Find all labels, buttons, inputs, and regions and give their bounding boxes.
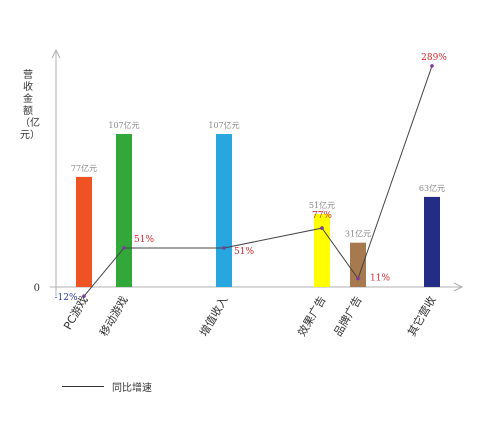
bar <box>76 176 92 287</box>
category-label: 移动游戏 <box>97 294 130 339</box>
y-axis-arrow <box>51 48 61 59</box>
growth-rate-label: -12% <box>54 293 77 303</box>
legend-line-swatch <box>62 386 104 387</box>
bar-value-label: 63亿元 <box>419 183 445 193</box>
x-axis-arrow <box>453 282 464 292</box>
growth-rate-label: 51% <box>234 247 254 257</box>
category-label: 增值收入 <box>196 294 230 339</box>
growth-line <box>83 65 433 297</box>
growth-point <box>122 246 126 250</box>
bar <box>314 214 330 287</box>
growth-rate-label: 11% <box>370 274 390 284</box>
legend-label: 同比增速 <box>112 383 152 394</box>
y-axis-label: 营收金额（亿元） <box>20 70 40 141</box>
category-label: 品牌广告 <box>330 294 364 339</box>
category-label: 效果广告 <box>294 294 328 339</box>
growth-point <box>320 226 324 230</box>
category-label: 其它营收 <box>404 294 438 339</box>
bar <box>116 133 132 287</box>
growth-point <box>430 64 434 68</box>
bar <box>350 242 366 287</box>
bar <box>424 196 440 287</box>
bar-value-label: 31亿元 <box>345 229 371 239</box>
growth-point <box>82 294 86 298</box>
growth-rate-label: 51% <box>134 235 154 245</box>
bar <box>216 133 232 287</box>
bar-value-label: 77亿元 <box>71 163 97 173</box>
growth-rate-label: 289% <box>421 53 447 63</box>
bar-value-label: 51亿元 <box>309 200 335 210</box>
growth-rate-label: 77% <box>312 211 332 221</box>
growth-point <box>356 276 360 281</box>
growth-point <box>222 246 226 250</box>
y-tick-label: 0 <box>34 283 40 294</box>
bar-value-label: 107亿元 <box>108 120 139 130</box>
bar-value-label: 107亿元 <box>208 120 239 130</box>
